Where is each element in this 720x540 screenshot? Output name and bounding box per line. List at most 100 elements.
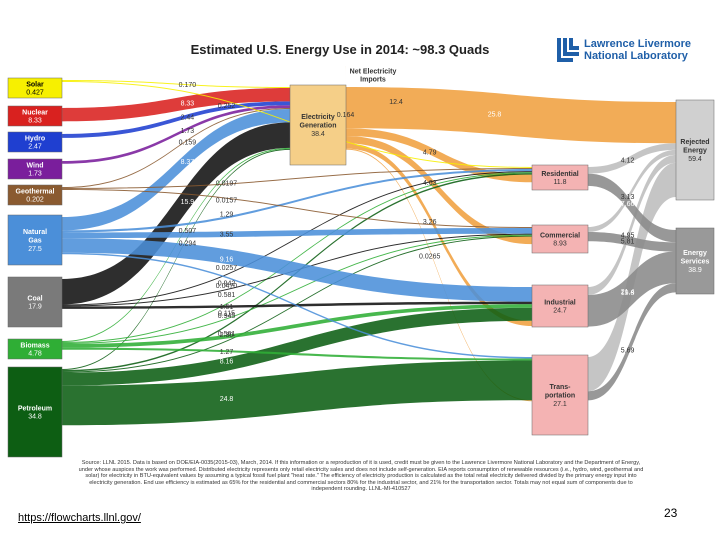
- node-name: Hydro: [25, 135, 45, 142]
- flow-label: 1.27: [220, 349, 234, 356]
- node-value: 27.5: [28, 246, 42, 253]
- flow-label: 3.26: [423, 219, 437, 226]
- node-name: Solar: [26, 81, 44, 88]
- flow: [588, 143, 676, 174]
- flow-label: 4.12: [621, 158, 635, 165]
- flow: [346, 128, 532, 183]
- node-name: Energy: [683, 250, 707, 257]
- node-value: 8.93: [553, 241, 567, 248]
- flow: [62, 252, 532, 359]
- flow-label: 0.945: [218, 313, 236, 320]
- node-box: [531, 284, 589, 328]
- node-box: [675, 227, 715, 295]
- flow-label: 21.4: [621, 289, 635, 296]
- node-value: 24.7: [553, 308, 567, 315]
- flow-label: 4.63: [423, 180, 437, 187]
- flow-label: 4.79: [423, 149, 437, 156]
- node-value: 38.4: [311, 131, 325, 138]
- flow: [62, 238, 532, 302]
- node-name: portation: [545, 393, 575, 400]
- flow: [62, 88, 290, 122]
- node-box: [7, 131, 63, 153]
- node-box: [289, 84, 347, 166]
- flow: [346, 135, 532, 245]
- flow: [588, 232, 676, 252]
- flow-label: 9.16: [220, 257, 234, 264]
- flow-label: 0.0470: [216, 283, 238, 290]
- flow-label: 0.170: [179, 82, 197, 89]
- flow-label: 1.73: [181, 128, 195, 135]
- node-value: 1.73: [28, 171, 42, 178]
- node-value: 2.47: [28, 144, 42, 151]
- source-url[interactable]: https://flowcharts.llnl.gov/: [18, 512, 141, 524]
- flow: [62, 189, 532, 228]
- flow-label: 8.33: [181, 101, 195, 108]
- flow-label: 19.8: [621, 290, 635, 297]
- node-name: Imports: [360, 77, 386, 84]
- node-name: Geothermal: [16, 188, 55, 195]
- node-value: 34.8: [28, 414, 42, 421]
- node-name: Natural: [23, 229, 47, 236]
- node-box: [531, 164, 589, 191]
- nodes: Solar 0.427 Nuclear 8.33 Hydro 2.47 Wind 1.73 Ge…: [7, 68, 715, 458]
- node-box: [7, 214, 63, 266]
- flow: [346, 148, 532, 402]
- footnote: Source: LLNL 2015. Data is based on DOE/…: [78, 460, 644, 493]
- node-box: [675, 99, 715, 201]
- flow-label: 8.16: [220, 358, 234, 365]
- flow-label: 4.95: [621, 232, 635, 239]
- node-value: 27.1: [553, 401, 567, 408]
- flow-label: 5.69: [621, 347, 635, 354]
- node-box: [531, 224, 589, 254]
- flow-label: 1.29: [220, 212, 234, 219]
- flow-label: 25.8: [488, 112, 502, 119]
- flow-label: 0.561: [218, 331, 236, 338]
- node-box: [7, 338, 63, 360]
- electricity-output-label: 12.4: [389, 99, 403, 106]
- flow-label: 0.164: [337, 112, 355, 119]
- flow-label: 15.9: [181, 199, 195, 206]
- flow: [62, 109, 290, 231]
- node-value: 11.8: [553, 179, 566, 186]
- flow: [62, 101, 290, 138]
- node-name: Biomass: [20, 342, 49, 349]
- flow-label: 0.0197: [216, 180, 238, 187]
- flow-label: 8.37: [181, 159, 195, 166]
- flow-label: 2.30: [220, 332, 234, 339]
- flow: [62, 168, 532, 189]
- flow: [346, 143, 532, 327]
- flow-label: 3.13: [621, 194, 635, 201]
- node-name: Electricity: [301, 114, 335, 121]
- node-box: [7, 77, 63, 99]
- node-value: 38.9: [688, 267, 702, 274]
- flow: [588, 283, 676, 401]
- flow-label: 0.942: [218, 280, 236, 287]
- logo-mark: [557, 38, 579, 62]
- node-name: Industrial: [544, 299, 576, 306]
- node-box: [531, 354, 589, 436]
- node-name: Net Electricity: [350, 68, 397, 75]
- flow: [62, 80, 290, 88]
- flow-label: 0.252: [218, 103, 236, 110]
- flow-labels: 0.170 0.252 8.33 2.44 1.73 0.159 0.0197 0.0157 8…: [179, 82, 635, 403]
- flow-label: 0.0157: [216, 198, 238, 205]
- flow-label: 1.51: [220, 304, 234, 311]
- node-box: [7, 158, 63, 180]
- node-box: [7, 184, 63, 206]
- flow: [588, 251, 676, 327]
- flow: [62, 228, 532, 239]
- node-value: 0.427: [26, 90, 44, 97]
- flow-label: 7.66: [621, 201, 635, 208]
- flow: [62, 304, 532, 348]
- node-name: Wind: [26, 162, 43, 169]
- node-name: Energy: [683, 148, 707, 155]
- node-name: Generation: [300, 123, 337, 130]
- flow: [62, 172, 532, 343]
- flow: [62, 171, 532, 306]
- flow: [62, 108, 290, 188]
- flow-label: 3.55: [220, 232, 234, 239]
- logo: Lawrence Livermore National Laboratory: [557, 38, 691, 62]
- flow: [62, 169, 532, 233]
- node-name: Petroleum: [18, 405, 52, 412]
